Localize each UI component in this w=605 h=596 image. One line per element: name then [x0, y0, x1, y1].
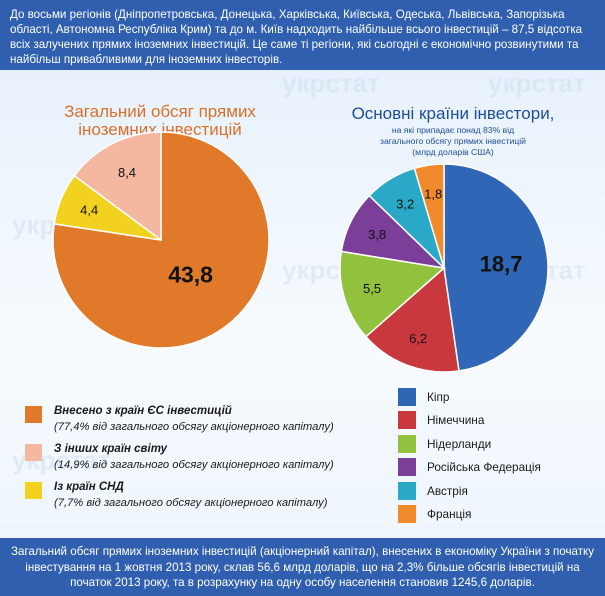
- legend-label: Франція: [427, 506, 472, 521]
- legend-label: Нідерланди: [427, 436, 492, 451]
- footer-banner: Загальний обсяг прямих іноземних інвести…: [0, 538, 605, 596]
- slice-value-label: 5,5: [363, 281, 381, 296]
- chart-area: укрстат укрстат укрстат укрстат укрстат …: [0, 68, 605, 538]
- slice-value-label: 43,8: [168, 261, 213, 287]
- left-chart-title: Загальний обсяг прямих іноземних інвести…: [64, 102, 256, 139]
- legend-title: Внесено з країн ЄС інвестицій: [54, 405, 232, 417]
- watermark: укрстат: [282, 68, 380, 98]
- legend-swatch: [25, 406, 42, 423]
- legend-label: Німеччина: [427, 413, 485, 428]
- right-chart-subtitle: на які припадає понад 83% від загального…: [318, 125, 588, 158]
- header-banner: До восьми регіонів (Дніпропетровська, До…: [0, 0, 605, 70]
- legend-label: Російська Федерація: [427, 460, 541, 475]
- pie-charts-svg: 43,8 4,4 8,4 18,7 6,2 5,5 3,8 3,2 1,8: [52, 131, 549, 373]
- pie-group: 43,8 4,4 8,4: [52, 131, 270, 349]
- right-subtitle-line: на які припадає понад 83% від: [391, 125, 515, 135]
- legend-swatch: [25, 444, 42, 461]
- legend-swatch: [398, 481, 416, 500]
- legend-subtitle: (77,4% від загального обсягу акціонерног…: [54, 421, 334, 433]
- legend-swatch: [398, 388, 416, 406]
- slice-value-label: 3,2: [396, 196, 414, 211]
- legend-title: Із країн СНД: [54, 481, 124, 493]
- legend-subtitle: (14,9% від загального обсягу акціонерног…: [54, 459, 334, 471]
- slice-value-label: 1,8: [424, 186, 442, 201]
- legend-title: З інших країн світу: [54, 443, 168, 455]
- legend-swatch: [398, 411, 416, 430]
- slice-value-label: 8,4: [118, 165, 136, 180]
- right-subtitle-line: загального обсягу прямих інвестицій: [380, 136, 526, 146]
- footer-text: Загальний обсяг прямих іноземних інвести…: [11, 545, 594, 589]
- header-text: До восьми регіонів (Дніпропетровська, До…: [10, 8, 583, 66]
- pie-slice: [443, 163, 549, 372]
- slice-value-label: 6,2: [409, 331, 427, 346]
- legend-swatch: [398, 458, 416, 477]
- pie-slice: [52, 131, 270, 349]
- slice-value-label: 4,4: [80, 203, 98, 218]
- pie-slice: [73, 131, 162, 242]
- pie-slice: [364, 266, 460, 373]
- pie-group: 18,7 6,2 5,5 3,8 3,2 1,8: [339, 163, 549, 373]
- legend-label: Австрія: [427, 483, 468, 498]
- slice-value-label: 3,8: [368, 227, 386, 242]
- legend-subtitle: (7,7% від загального обсягу акціонерного…: [54, 497, 328, 509]
- legend-swatch: [398, 434, 416, 453]
- right-subtitle-line: (млрд доларів США): [412, 147, 494, 157]
- slice-value-label: 18,7: [480, 251, 523, 276]
- pie-slice: [413, 163, 445, 269]
- legend-swatch: [25, 482, 42, 499]
- legend-label: Кіпр: [427, 390, 450, 404]
- legend-swatch: [398, 504, 416, 523]
- watermark: укрстат: [488, 68, 586, 98]
- right-chart-title: Основні країни інвестори,: [351, 104, 555, 123]
- pie-slice: [339, 250, 446, 338]
